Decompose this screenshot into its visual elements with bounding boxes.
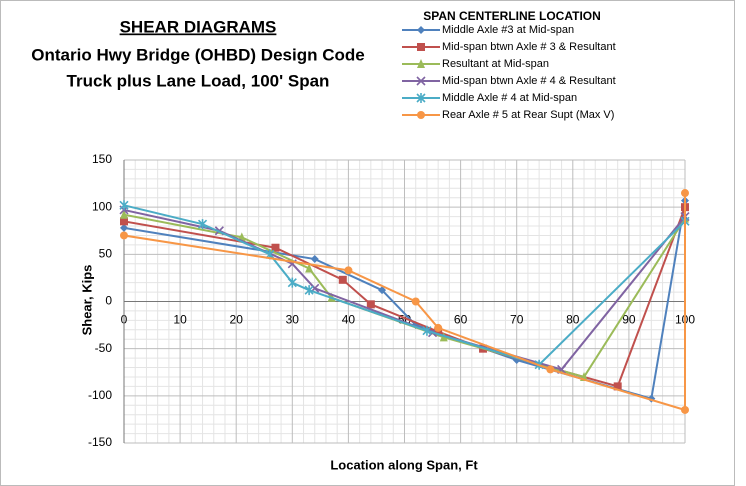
x-tick-label: 80	[566, 313, 580, 327]
marker	[271, 243, 280, 252]
marker	[434, 323, 443, 332]
y-axis-label: Shear, Kips	[79, 265, 94, 336]
marker	[287, 277, 297, 288]
x-tick-label: 30	[286, 313, 300, 327]
legend-marker	[417, 26, 425, 34]
legend-marker	[417, 43, 425, 51]
y-tick-label: -100	[88, 388, 112, 402]
legend-marker	[416, 76, 426, 86]
legend-label: Resultant at Mid-span	[442, 58, 549, 70]
marker	[338, 275, 347, 284]
y-tick-label: 100	[92, 199, 112, 213]
marker	[120, 217, 128, 226]
marker	[197, 219, 208, 230]
marker	[120, 209, 128, 219]
legend-marker	[417, 59, 425, 68]
y-tick-label: -150	[88, 435, 112, 449]
marker	[119, 200, 129, 211]
x-tick-label: 10	[173, 313, 187, 327]
x-tick-label: 70	[510, 313, 524, 327]
marker	[120, 223, 128, 232]
marker	[344, 266, 353, 275]
y-tick-label: 50	[99, 247, 113, 261]
x-tick-label: 60	[454, 313, 468, 327]
y-tick-label: 0	[105, 294, 112, 308]
marker	[378, 286, 387, 295]
marker	[120, 231, 128, 240]
marker	[366, 300, 375, 309]
legend-label: Rear Axle # 5 at Rear Supt (Max V)	[442, 109, 614, 121]
x-tick-label: 40	[342, 313, 356, 327]
legend-label: Mid-span btwn Axle # 4 & Resultant	[442, 75, 616, 87]
marker	[422, 325, 432, 336]
marker	[411, 297, 420, 306]
legend-title: SPAN CENTERLINE LOCATION	[423, 9, 601, 23]
marker	[304, 285, 314, 296]
chart-title: SHEAR DIAGRAMS	[120, 17, 277, 36]
marker	[613, 382, 622, 391]
legend-label: Middle Axle # 4 at Mid-span	[442, 92, 577, 104]
legend-marker	[417, 111, 425, 119]
marker	[546, 365, 555, 374]
chart-subtitle: Truck plus Lane Load, 100' Span	[67, 71, 330, 90]
series-line	[123, 206, 686, 388]
marker	[681, 189, 689, 198]
x-tick-label: 90	[622, 313, 636, 327]
legend-label: Middle Axle #3 at Mid-span	[442, 24, 574, 36]
legend-label: Mid-span btwn Axle # 3 & Resultant	[442, 41, 616, 53]
legend-marker	[416, 93, 426, 103]
x-axis-label: Location along Span, Ft	[330, 457, 478, 472]
marker	[305, 263, 314, 273]
chart-subtitle: Ontario Hwy Bridge (OHBD) Design Code	[31, 45, 364, 64]
marker	[681, 405, 689, 414]
y-tick-label: 150	[92, 152, 112, 166]
y-tick-label: -50	[95, 341, 113, 355]
x-tick-label: 20	[230, 313, 244, 327]
marker	[310, 255, 319, 264]
